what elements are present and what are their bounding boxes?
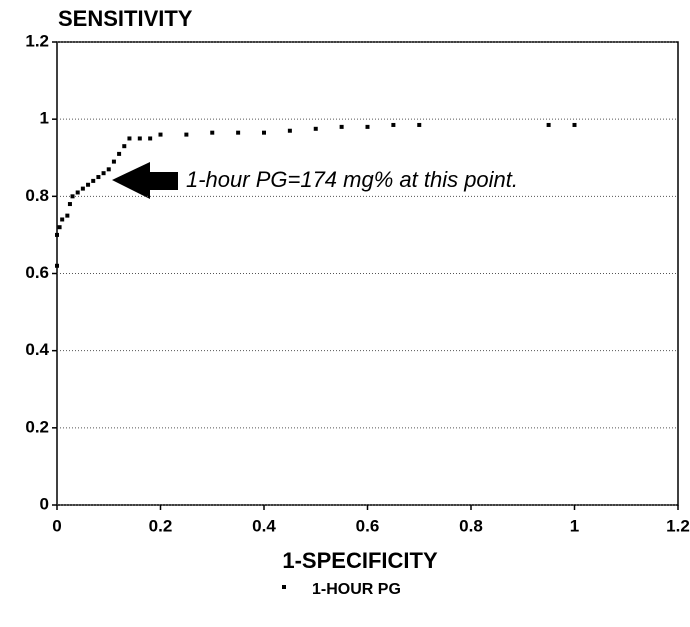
point [122,144,127,149]
point [236,130,241,135]
point [287,128,292,133]
point [65,213,70,218]
point [55,263,59,268]
point [75,190,80,195]
x-tick-label: 0.2 [149,516,173,535]
point [417,122,422,127]
x-tick-label: 0.8 [459,516,483,535]
point [106,167,111,172]
point [91,178,96,183]
x-tick-label: 0 [52,516,61,535]
x-tick-label: 0.4 [252,516,276,535]
y-tick-label: 0.8 [25,186,49,205]
x-tick-label: 0.6 [356,516,380,535]
annotation: 1-hour PG=174 mg% at this point. [186,167,518,192]
point [148,136,153,141]
point [67,202,72,207]
y-tick-label: 0 [40,494,49,513]
y-tick-label: 0.6 [25,263,49,282]
point [57,225,62,230]
y-tick-label: 0.2 [25,417,49,436]
point [365,124,370,129]
point [60,217,65,222]
point [70,194,75,199]
point [546,122,551,127]
y-tick-label: 1.2 [25,31,49,50]
point [158,132,163,137]
point [55,232,59,237]
x-axis-title: 1-SPECIFICITY [282,548,438,573]
y-tick-label: 0.4 [25,340,49,359]
point [117,151,122,156]
x-tick-label: 1.2 [666,516,690,535]
point [96,175,101,180]
point [391,122,396,127]
x-tick-label: 1 [570,516,579,535]
y-axis-title: SENSITIVITY [58,6,193,31]
point [137,136,142,141]
point [127,136,132,141]
point [86,182,91,187]
point [111,159,116,164]
point [313,126,318,131]
y-tick-label: 1 [40,109,49,128]
arrow [112,162,178,199]
point [184,132,189,137]
legend-label: 1-HOUR PG [312,581,401,598]
point [572,122,577,127]
point [210,130,215,135]
point [339,124,344,129]
point [80,186,85,191]
point [262,130,266,135]
legend-marker [282,585,286,589]
point [101,171,106,176]
